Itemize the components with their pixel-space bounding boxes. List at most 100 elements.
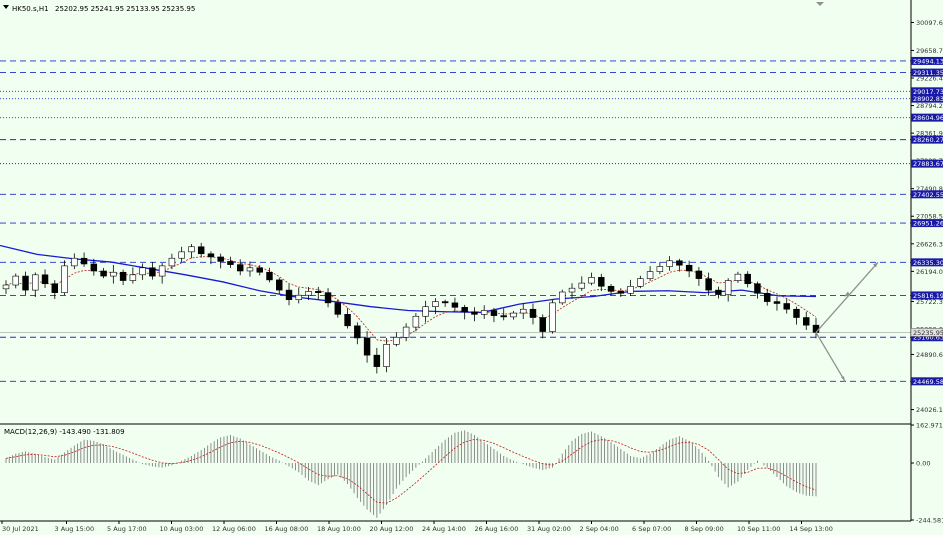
level-label-bg	[911, 190, 943, 199]
candlesticks	[2, 242, 820, 374]
candle-body	[402, 326, 410, 338]
candle-body	[149, 267, 156, 277]
candle-body	[441, 301, 449, 304]
level-label-bg	[911, 159, 943, 168]
candle-body	[266, 271, 273, 281]
candle-body	[139, 267, 146, 276]
price-tick-label: 29658.70	[916, 47, 943, 55]
candle-body	[256, 267, 263, 273]
candle-body	[715, 289, 722, 295]
up-arrow-line[interactable]	[815, 261, 879, 333]
time-tick-label: 20 Aug 12:00	[370, 525, 414, 533]
current-price-label: 25235.95	[913, 329, 943, 337]
time-tick-label: 10 Sep 11:00	[737, 525, 780, 533]
candle-body	[559, 291, 566, 304]
candle-body	[480, 310, 488, 315]
candle-body	[598, 277, 605, 287]
level-label-bg	[911, 135, 943, 144]
candle-body	[510, 312, 517, 318]
candle-body	[119, 271, 127, 281]
level-label-bg	[911, 68, 943, 77]
candle-body	[100, 270, 107, 277]
price-tick-label: 29226.45	[916, 75, 943, 83]
macd-tick-label: -244.581	[916, 517, 943, 525]
up-arrow-head-icon	[873, 262, 878, 268]
candle-body	[500, 315, 507, 318]
level-label: 29494.13	[913, 57, 943, 65]
level-label: 29017.73	[913, 88, 943, 96]
candle-body	[236, 264, 244, 272]
time-tick-label: 24 Aug 14:00	[422, 525, 466, 533]
candle-body	[305, 291, 312, 296]
time-tick-label: 5 Aug 17:00	[107, 525, 147, 533]
candle-body	[217, 256, 224, 262]
time-tick-label: 12 Aug 06:00	[212, 525, 256, 533]
candle-body	[617, 291, 625, 294]
candle-body	[549, 302, 556, 332]
candle-body	[373, 354, 381, 367]
candle-body	[295, 294, 302, 300]
candle-body	[158, 265, 166, 277]
candle-body	[637, 278, 644, 287]
candle-body	[685, 264, 693, 272]
candle-body	[451, 302, 459, 308]
down-arrow-head-icon	[841, 376, 845, 382]
candle-body	[783, 303, 790, 310]
candle-body	[12, 275, 19, 286]
candle-body	[734, 273, 742, 281]
current-price-bg	[910, 328, 943, 337]
mid-arrow-head-icon	[844, 291, 850, 297]
price-tick-label: 27058.55	[916, 213, 943, 221]
level-label-bg	[911, 94, 943, 103]
ma-polyline	[0, 244, 817, 314]
candle-body	[520, 308, 527, 314]
candle-body	[724, 280, 732, 295]
down-arrow-line[interactable]	[815, 332, 846, 382]
level-label: 28604.96	[913, 114, 943, 122]
candle-body	[285, 289, 293, 300]
price-tick-label: 30097.60	[916, 19, 943, 27]
time-tick-label: 26 Aug 16:00	[475, 525, 519, 533]
time-tick-label: 16 Aug 08:00	[265, 525, 309, 533]
price-tick-label: 28794.20	[916, 102, 943, 110]
time-tick-label: 30 Jul 2021	[2, 525, 39, 533]
level-label-bg	[911, 377, 943, 386]
dropdown-triangle-icon[interactable]	[3, 5, 9, 9]
level-label-bg	[911, 219, 943, 228]
price-tick-label: 24890.65	[916, 351, 943, 359]
candle-body	[71, 257, 78, 267]
level-label: 27402.55	[913, 191, 943, 199]
moving-average-line	[0, 244, 817, 314]
candle-body	[22, 275, 29, 291]
candle-body	[51, 283, 59, 293]
level-label-bg	[911, 113, 943, 122]
time-tick-label: 6 Sep 07:00	[632, 525, 671, 533]
candle-body	[705, 278, 712, 291]
candle-body	[80, 257, 88, 265]
candle-body	[676, 260, 683, 266]
candle-body	[568, 287, 576, 293]
price-tick-label: 26626.30	[916, 240, 943, 248]
time-tick-label: 18 Aug 10:00	[317, 525, 361, 533]
candle-body	[207, 253, 215, 258]
price-tick-label: 24026.15	[916, 406, 943, 414]
candle-body	[363, 337, 371, 356]
level-label: 25160.63	[913, 334, 943, 342]
time-tick-label: 31 Aug 02:00	[527, 525, 571, 533]
level-label: 26951.26	[913, 220, 943, 228]
candle-body	[412, 315, 420, 328]
time-tick-label: 2 Sep 04:00	[580, 525, 619, 533]
level-label: 25816.19	[913, 292, 943, 300]
level-label: 29311.35	[913, 69, 943, 77]
candle-body	[695, 270, 703, 279]
candle-body	[324, 292, 332, 304]
time-tick-label: 3 Aug 15:00	[55, 525, 95, 533]
macd-readout: MACD(12,26,9) -143.490 -131.809	[4, 428, 125, 436]
level-label: 24469.58	[913, 378, 943, 386]
level-label-bg	[911, 333, 943, 342]
candle-body	[471, 311, 478, 315]
candle-body	[588, 277, 595, 284]
time-tick-label: 10 Aug 03:00	[160, 525, 204, 533]
